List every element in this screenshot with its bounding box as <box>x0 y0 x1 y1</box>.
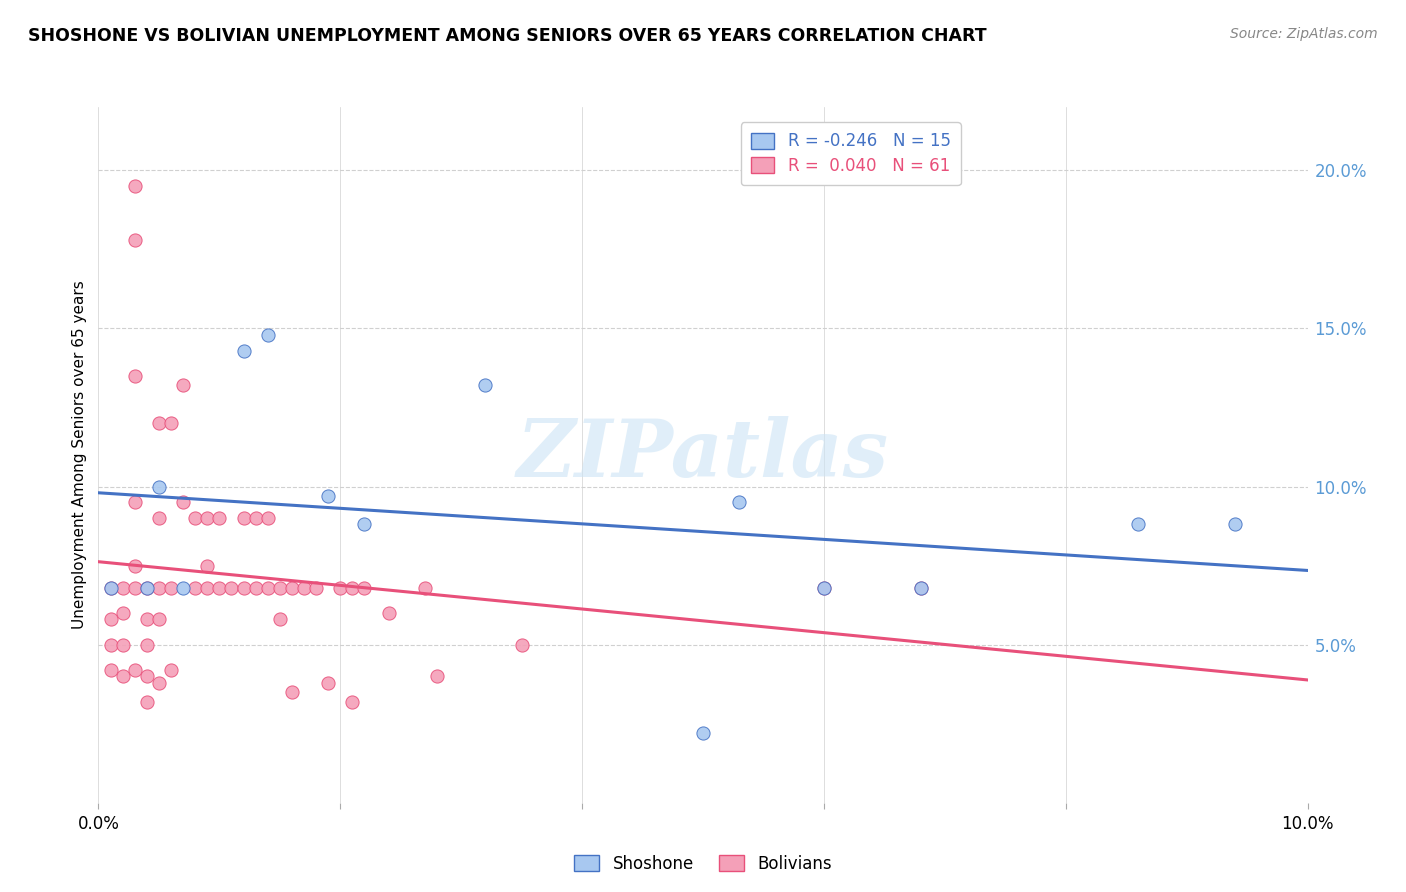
Point <box>305 581 328 595</box>
Point <box>172 581 194 595</box>
Point <box>353 517 375 532</box>
Point <box>148 581 170 595</box>
Point <box>124 233 146 247</box>
Point <box>353 581 375 595</box>
Point <box>184 581 207 595</box>
Point <box>510 638 533 652</box>
Point <box>148 612 170 626</box>
Point <box>1223 517 1246 532</box>
Point <box>172 378 194 392</box>
Point <box>135 669 157 683</box>
Point <box>316 675 339 690</box>
Point <box>342 581 364 595</box>
Point <box>692 726 714 740</box>
Point <box>100 612 122 626</box>
Point <box>124 663 146 677</box>
Point <box>1128 517 1150 532</box>
Legend: R = -0.246   N = 15, R =  0.040   N = 61: R = -0.246 N = 15, R = 0.040 N = 61 <box>741 122 960 185</box>
Point <box>256 327 278 342</box>
Point <box>813 581 835 595</box>
Point <box>160 663 183 677</box>
Point <box>281 685 304 699</box>
Point <box>195 581 218 595</box>
Point <box>269 612 291 626</box>
Point <box>160 417 183 431</box>
Point <box>160 581 183 595</box>
Point <box>256 511 278 525</box>
Point <box>281 581 304 595</box>
Point <box>377 606 399 620</box>
Point <box>910 581 932 595</box>
Point <box>135 638 157 652</box>
Point <box>100 581 122 595</box>
Text: Source: ZipAtlas.com: Source: ZipAtlas.com <box>1230 27 1378 41</box>
Point <box>172 495 194 509</box>
Text: SHOSHONE VS BOLIVIAN UNEMPLOYMENT AMONG SENIORS OVER 65 YEARS CORRELATION CHART: SHOSHONE VS BOLIVIAN UNEMPLOYMENT AMONG … <box>28 27 987 45</box>
Legend: Shoshone, Bolivians: Shoshone, Bolivians <box>568 848 838 880</box>
Point <box>184 511 207 525</box>
Point <box>269 581 291 595</box>
Point <box>232 511 254 525</box>
Point <box>111 606 134 620</box>
Point <box>316 489 339 503</box>
Point <box>124 368 146 383</box>
Point <box>135 581 157 595</box>
Point <box>148 511 170 525</box>
Point <box>100 638 122 652</box>
Point <box>426 669 449 683</box>
Point <box>111 638 134 652</box>
Point <box>329 581 352 595</box>
Point <box>124 558 146 573</box>
Point <box>232 581 254 595</box>
Point <box>195 558 218 573</box>
Point <box>124 495 146 509</box>
Point <box>728 495 751 509</box>
Point <box>100 581 122 595</box>
Point <box>474 378 496 392</box>
Point <box>342 695 364 709</box>
Text: ZIPatlas: ZIPatlas <box>517 417 889 493</box>
Y-axis label: Unemployment Among Seniors over 65 years: Unemployment Among Seniors over 65 years <box>72 281 87 629</box>
Point <box>245 581 267 595</box>
Point <box>221 581 243 595</box>
Point <box>135 612 157 626</box>
Point <box>111 669 134 683</box>
Point <box>148 479 170 493</box>
Point <box>148 417 170 431</box>
Point <box>245 511 267 525</box>
Point <box>100 663 122 677</box>
Point <box>148 675 170 690</box>
Point <box>256 581 278 595</box>
Point <box>813 581 835 595</box>
Point <box>208 511 231 525</box>
Point <box>208 581 231 595</box>
Point <box>124 581 146 595</box>
Point <box>195 511 218 525</box>
Point <box>232 343 254 358</box>
Point <box>124 179 146 194</box>
Point <box>135 695 157 709</box>
Point <box>910 581 932 595</box>
Point <box>413 581 436 595</box>
Point <box>135 581 157 595</box>
Point <box>111 581 134 595</box>
Point <box>292 581 315 595</box>
